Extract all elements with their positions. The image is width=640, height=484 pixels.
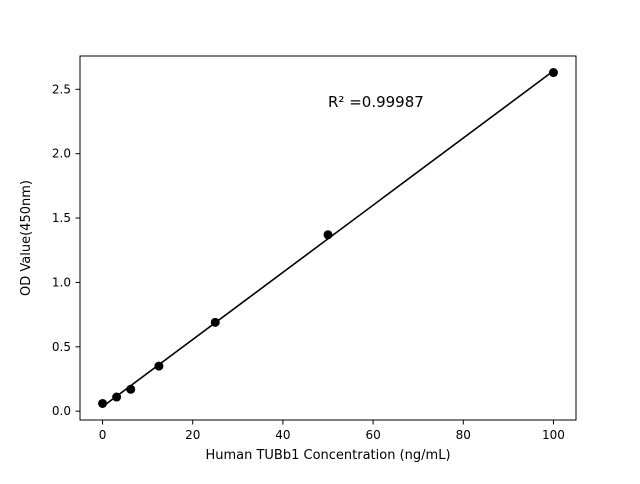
- data-point: [98, 398, 108, 408]
- data-point: [548, 68, 558, 78]
- y-tick-label: 2.5: [52, 82, 71, 96]
- tick-layer: 0 20 40 60 80 100 0.0 0.5 1.0 1.5 2.0 2.5: [52, 82, 565, 442]
- x-tick-label: 20: [185, 428, 200, 442]
- x-tick-label: 0: [99, 428, 107, 442]
- x-tick-label: 40: [275, 428, 290, 442]
- y-tick-label: 0.0: [52, 404, 71, 418]
- y-tick-label: 2.0: [52, 147, 71, 161]
- x-tick-label: 100: [542, 428, 565, 442]
- data-point: [323, 230, 333, 240]
- x-tick-label: 80: [456, 428, 471, 442]
- y-axis-label: OD Value(450nm): [19, 180, 34, 296]
- y-tick-label: 1.0: [52, 275, 71, 289]
- y-tick-label: 0.5: [52, 340, 71, 354]
- data-point: [154, 361, 164, 371]
- x-tick-label: 60: [365, 428, 380, 442]
- x-axis-label: Human TUBb1 Concentration (ng/mL): [205, 448, 450, 463]
- y-tick-label: 1.5: [52, 211, 71, 225]
- r-squared-annotation: R² =0.99987: [328, 93, 424, 111]
- series-layer: [98, 68, 558, 408]
- data-point: [210, 317, 220, 327]
- data-point: [112, 392, 122, 402]
- axes-spines: [79, 55, 577, 421]
- data-point: [126, 384, 136, 394]
